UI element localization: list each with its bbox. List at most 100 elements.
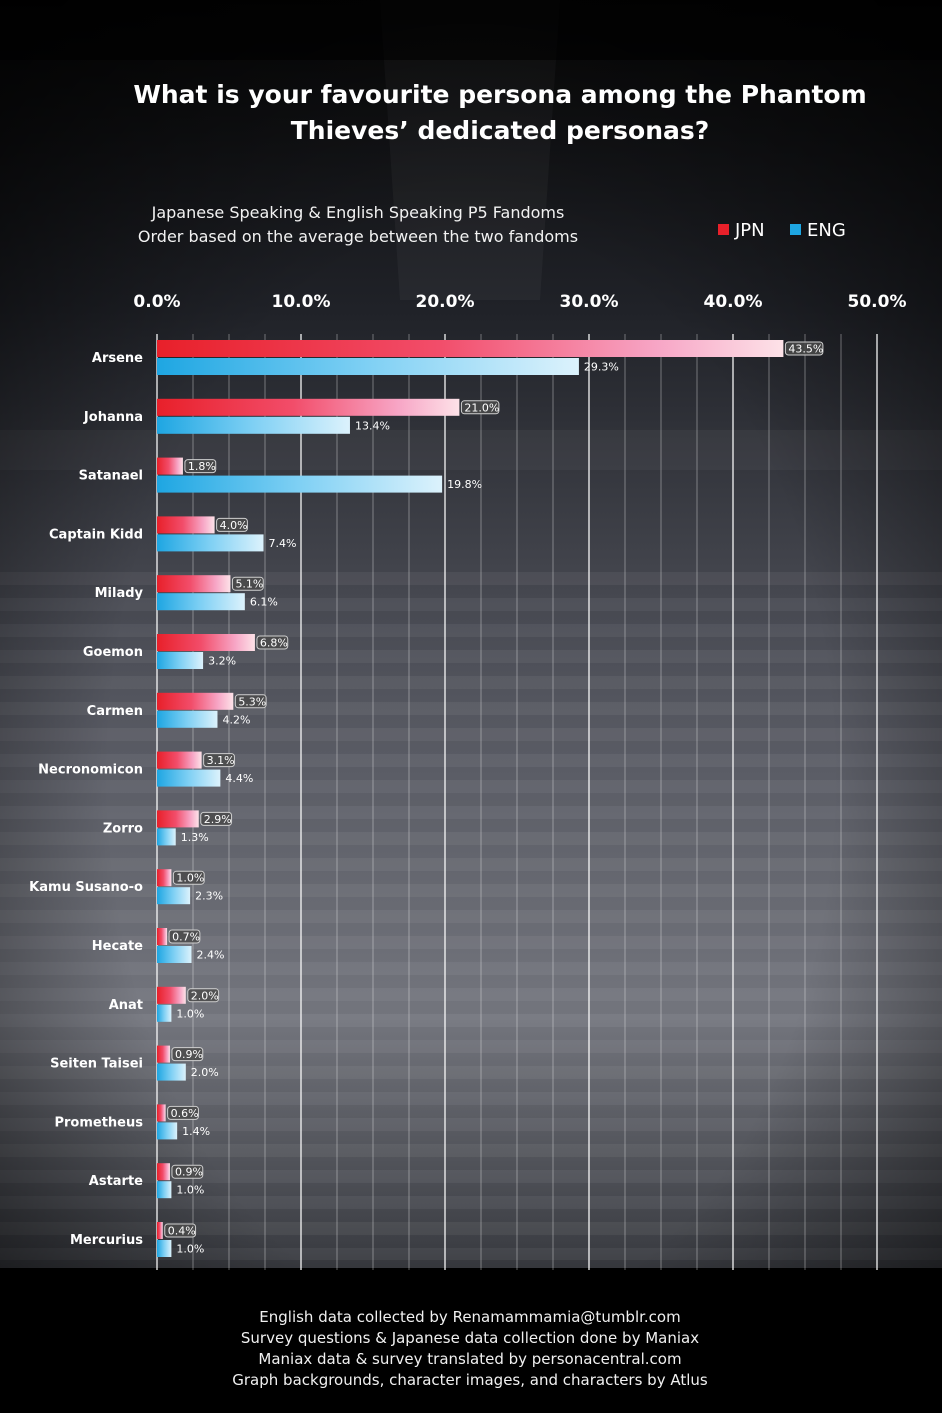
chart-subtitle-line-2: Order based on the average between the t… <box>137 227 579 246</box>
legend-label-eng: ENG <box>807 220 846 241</box>
category-label: Goemon <box>83 645 143 660</box>
data-label-box <box>256 635 289 650</box>
data-label-jpn: 0.9% <box>175 1048 203 1061</box>
x-tick-label: 50.0% <box>848 292 907 312</box>
data-label-box <box>172 870 205 885</box>
bar-eng <box>157 416 350 434</box>
chart-subtitle-line-1: Japanese Speaking & English Speaking P5 … <box>151 203 565 222</box>
bar-jpn <box>157 516 215 534</box>
data-label-eng: 6.1% <box>250 596 278 609</box>
footer-credit-1: English data collected by Renamammamia@t… <box>259 1308 681 1326</box>
bar-eng <box>157 593 245 611</box>
data-label-box <box>784 341 824 356</box>
bar-jpn <box>157 986 186 1004</box>
category-label: Arsene <box>92 351 143 366</box>
data-label-box <box>171 1047 204 1062</box>
data-label-eng: 1.0% <box>176 1243 204 1256</box>
data-label-jpn: 4.0% <box>220 519 248 532</box>
bar-eng <box>157 769 221 787</box>
data-label-jpn: 21.0% <box>464 401 499 414</box>
data-label-box <box>460 400 500 415</box>
bar-jpn <box>157 1163 170 1181</box>
bar-eng <box>157 1240 172 1257</box>
legend-swatch-eng <box>790 224 801 235</box>
data-label-box <box>231 576 264 591</box>
category-label: Necronomicon <box>38 763 143 778</box>
bar-eng <box>157 358 579 375</box>
data-label-eng: 1.0% <box>176 1184 204 1197</box>
bar-jpn <box>157 634 255 651</box>
chart-title-line-1: What is your favourite persona among the… <box>133 80 867 109</box>
legend-swatch-jpn <box>718 224 729 235</box>
category-label: Seiten Taisei <box>50 1057 143 1072</box>
x-tick-label: 40.0% <box>704 292 763 312</box>
data-label-box <box>216 517 248 532</box>
bar-eng <box>157 1004 172 1022</box>
category-label: Zorro <box>103 821 143 836</box>
data-label-jpn: 0.7% <box>172 931 200 944</box>
legend-item-jpn: JPN <box>718 220 765 242</box>
data-label-eng: 13.4% <box>355 419 390 432</box>
bar-jpn <box>157 928 168 945</box>
category-label: Satanael <box>79 469 143 484</box>
data-label-eng: 2.0% <box>191 1066 219 1079</box>
x-tick-label: 10.0% <box>272 292 331 312</box>
footer-credit-4: Graph backgrounds, character images, and… <box>232 1371 708 1389</box>
legend-label-jpn: JPN <box>735 220 765 241</box>
bar-eng <box>157 1122 178 1140</box>
data-label-eng: 2.3% <box>195 890 223 903</box>
category-label: Carmen <box>87 704 143 719</box>
data-label-jpn: 0.4% <box>168 1225 196 1238</box>
data-label-eng: 3.2% <box>208 655 236 668</box>
category-label: Captain Kidd <box>49 527 143 542</box>
category-label: Astarte <box>89 1174 143 1189</box>
bar-eng <box>157 946 192 963</box>
data-label-jpn: 1.0% <box>176 872 204 885</box>
bar-jpn <box>157 692 234 710</box>
bar-jpn <box>157 810 199 828</box>
data-label-eng: 7.4% <box>269 537 297 550</box>
data-label-box <box>168 929 201 944</box>
data-label-jpn: 43.5% <box>788 343 823 356</box>
bar-jpn <box>157 869 172 887</box>
data-label-jpn: 1.8% <box>188 460 216 473</box>
footer-credit-3: Maniax data & survey translated by perso… <box>258 1350 682 1368</box>
bar-jpn <box>157 1222 163 1239</box>
bar-jpn <box>157 575 231 593</box>
category-label: Mercurius <box>70 1233 143 1248</box>
data-label-eng: 29.3% <box>584 361 619 374</box>
data-label-eng: 4.4% <box>225 772 253 785</box>
bar-eng <box>157 534 264 552</box>
bar-jpn <box>157 457 183 475</box>
bar-eng <box>157 475 443 493</box>
data-label-eng: 19.8% <box>447 478 482 491</box>
category-label: Hecate <box>92 939 143 954</box>
category-label: Johanna <box>83 410 143 425</box>
data-label-jpn: 6.8% <box>260 637 288 650</box>
bar-jpn <box>157 340 784 357</box>
data-label-eng: 1.4% <box>182 1125 210 1138</box>
x-tick-label: 20.0% <box>416 292 475 312</box>
data-label-jpn: 2.9% <box>204 813 232 826</box>
data-label-box <box>187 988 220 1003</box>
data-label-box <box>203 753 235 768</box>
bar-jpn <box>157 398 460 416</box>
data-label-eng: 1.0% <box>176 1007 204 1020</box>
data-label-box <box>200 811 233 826</box>
data-label-jpn: 2.0% <box>191 989 219 1002</box>
category-label: Anat <box>109 998 143 1013</box>
bar-eng <box>157 887 191 905</box>
bar-jpn <box>157 1104 166 1122</box>
legend-item-eng: ENG <box>790 220 846 242</box>
data-label-jpn: 5.1% <box>235 578 263 591</box>
footer-credit-2: Survey questions & Japanese data collect… <box>240 1329 700 1347</box>
data-label-box <box>184 459 217 474</box>
data-label-jpn: 5.3% <box>238 695 266 708</box>
x-tick-label: 0.0% <box>133 292 180 312</box>
bar-jpn <box>157 751 202 769</box>
data-label-box <box>167 1105 199 1120</box>
bar-eng <box>157 710 218 728</box>
data-label-box <box>234 694 267 709</box>
data-label-jpn: 3.1% <box>207 754 235 767</box>
